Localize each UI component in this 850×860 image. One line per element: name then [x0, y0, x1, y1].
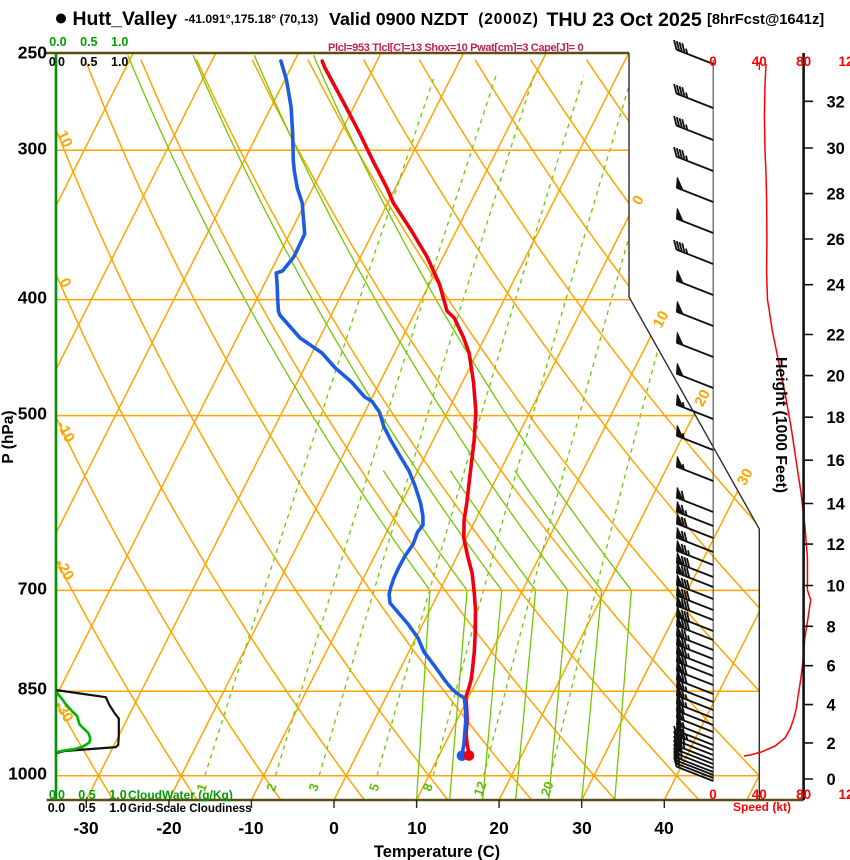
svg-text:0.5: 0.5	[80, 35, 97, 49]
svg-text:10: 10	[53, 128, 76, 150]
svg-text:20: 20	[538, 779, 557, 798]
svg-text:12: 12	[470, 779, 489, 798]
svg-text:6: 6	[827, 658, 836, 676]
svg-text:Grid-Scale Cloudiness: Grid-Scale Cloudiness	[128, 802, 252, 815]
svg-text:120: 120	[839, 54, 850, 69]
svg-text:0.5: 0.5	[78, 788, 95, 802]
svg-text:3: 3	[305, 781, 322, 793]
svg-text:120: 120	[839, 787, 850, 802]
svg-text:1.0: 1.0	[111, 35, 128, 49]
svg-text:12: 12	[827, 536, 845, 554]
svg-text:400: 400	[18, 288, 47, 308]
svg-text:24: 24	[827, 277, 846, 295]
svg-text:0: 0	[49, 55, 56, 69]
svg-text:28: 28	[827, 186, 845, 204]
svg-text:8: 8	[419, 781, 436, 793]
svg-text:4: 4	[827, 697, 837, 715]
svg-text:500: 500	[18, 404, 47, 424]
svg-text:0: 0	[329, 818, 339, 838]
svg-text:14: 14	[827, 496, 846, 514]
svg-text:250: 250	[18, 43, 47, 63]
svg-text:1.0: 1.0	[109, 801, 126, 815]
svg-text:[8hrFcst@1641z]: [8hrFcst@1641z]	[707, 12, 824, 28]
svg-text:THU 23 Oct 2025: THU 23 Oct 2025	[546, 9, 701, 31]
svg-text:-30: -30	[73, 818, 99, 838]
svg-text:30: 30	[734, 466, 757, 489]
svg-text:(2000Z): (2000Z)	[478, 11, 539, 28]
svg-text:Speed (kt): Speed (kt)	[733, 800, 791, 814]
svg-text:1000: 1000	[8, 764, 47, 784]
svg-text:10: 10	[827, 578, 845, 596]
svg-text:32: 32	[827, 93, 845, 111]
svg-text:-41.091°,175.18° (70,13): -41.091°,175.18° (70,13)	[184, 12, 318, 26]
svg-text:Hutt_Valley: Hutt_Valley	[73, 8, 178, 30]
svg-text:0.5: 0.5	[80, 55, 97, 69]
svg-text:40: 40	[752, 787, 767, 802]
svg-text:1: 1	[193, 781, 210, 793]
svg-text:Valid 0900 NZDT: Valid 0900 NZDT	[329, 9, 468, 29]
svg-text:1.0: 1.0	[111, 55, 128, 69]
svg-text:0: 0	[49, 788, 56, 802]
svg-text:Temperature (C): Temperature (C)	[374, 843, 500, 860]
svg-text:80: 80	[796, 54, 811, 69]
svg-text:Height (1000 Feet): Height (1000 Feet)	[772, 357, 789, 493]
svg-text:30: 30	[572, 818, 592, 838]
svg-text:0: 0	[709, 54, 717, 69]
svg-text:850: 850	[18, 679, 47, 699]
svg-text:5: 5	[366, 781, 383, 793]
svg-text:8: 8	[827, 618, 836, 636]
svg-text:20: 20	[827, 368, 845, 386]
svg-text:30: 30	[827, 140, 845, 158]
svg-text:0.0: 0.0	[48, 801, 65, 815]
svg-text:700: 700	[18, 579, 47, 599]
svg-text:0: 0	[58, 55, 65, 69]
svg-text:2: 2	[827, 735, 836, 753]
svg-text:10: 10	[407, 818, 427, 838]
svg-text:20: 20	[691, 387, 714, 410]
svg-text:16: 16	[827, 452, 845, 470]
svg-text:CloudWater (g/Kg): CloudWater (g/Kg)	[128, 788, 233, 802]
svg-text:0: 0	[709, 787, 717, 802]
svg-text:0.5: 0.5	[78, 801, 95, 815]
svg-text:0: 0	[827, 771, 836, 789]
svg-text:P (hPa): P (hPa)	[0, 410, 17, 463]
svg-text:26: 26	[827, 231, 845, 249]
svg-text:22: 22	[827, 327, 845, 345]
svg-text:0.0: 0.0	[49, 35, 66, 49]
svg-text:-10: -10	[238, 818, 264, 838]
svg-text:Plcl=953 Tlcl[C]=13 Shox=10 Pw: Plcl=953 Tlcl[C]=13 Shox=10 Pwat[cm]=3 C…	[328, 42, 583, 54]
svg-text:300: 300	[18, 139, 47, 159]
svg-text:40: 40	[654, 818, 674, 838]
svg-text:0: 0	[58, 788, 65, 802]
svg-text:20: 20	[489, 818, 509, 838]
svg-text:40: 40	[752, 54, 767, 69]
svg-text:10: 10	[650, 308, 673, 331]
svg-text:80: 80	[796, 787, 811, 802]
svg-text:18: 18	[827, 409, 845, 427]
svg-text:1.0: 1.0	[109, 788, 126, 802]
svg-text:-20: -20	[156, 818, 182, 838]
svg-text:2: 2	[263, 781, 280, 793]
